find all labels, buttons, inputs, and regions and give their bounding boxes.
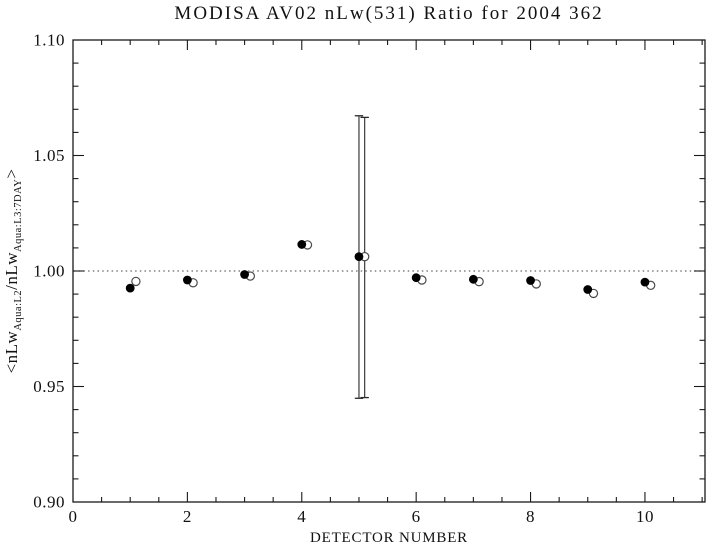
data-point-filled [240,270,249,279]
data-point-filled [583,285,593,294]
data-point-filled [354,252,364,262]
y-tick-label: 1.05 [33,146,65,165]
data-point-filled [297,240,307,249]
data-point-open [131,276,141,287]
data-point-filled [411,273,421,283]
data-point-filled [182,275,192,285]
y-tick-label: 0.90 [33,493,65,512]
data-point-filled [468,274,478,284]
series-filled-circle [125,115,650,399]
x-tick-label: 6 [412,507,421,526]
chart-title: MODISA AV02 nLw(531) Ratio for 2004 362 [174,3,604,24]
data-point-filled [125,283,135,293]
tick-labels: 0 2 4 6 8 10 0.90 0.95 1.00 1.05 1.10 [33,31,654,527]
y-tick-label: 1.10 [33,31,65,50]
x-tick-label: 2 [183,507,192,526]
data-point-filled [526,276,535,285]
x-tick-label: 0 [69,507,78,526]
x-axis-label: DETECTOR NUMBER [310,530,468,546]
ticks [73,40,705,502]
data-point-filled [640,277,650,287]
x-tick-label: 10 [636,507,654,526]
y-tick-label: 0.95 [33,377,65,396]
y-axis-label: <nLwAqua:L2/nLwAqua:L3:7DAY> [2,169,24,374]
x-tick-label: 4 [297,507,306,526]
y-tick-label: 1.00 [33,262,65,281]
x-tick-label: 8 [526,507,535,526]
series-open-circle [131,116,656,399]
